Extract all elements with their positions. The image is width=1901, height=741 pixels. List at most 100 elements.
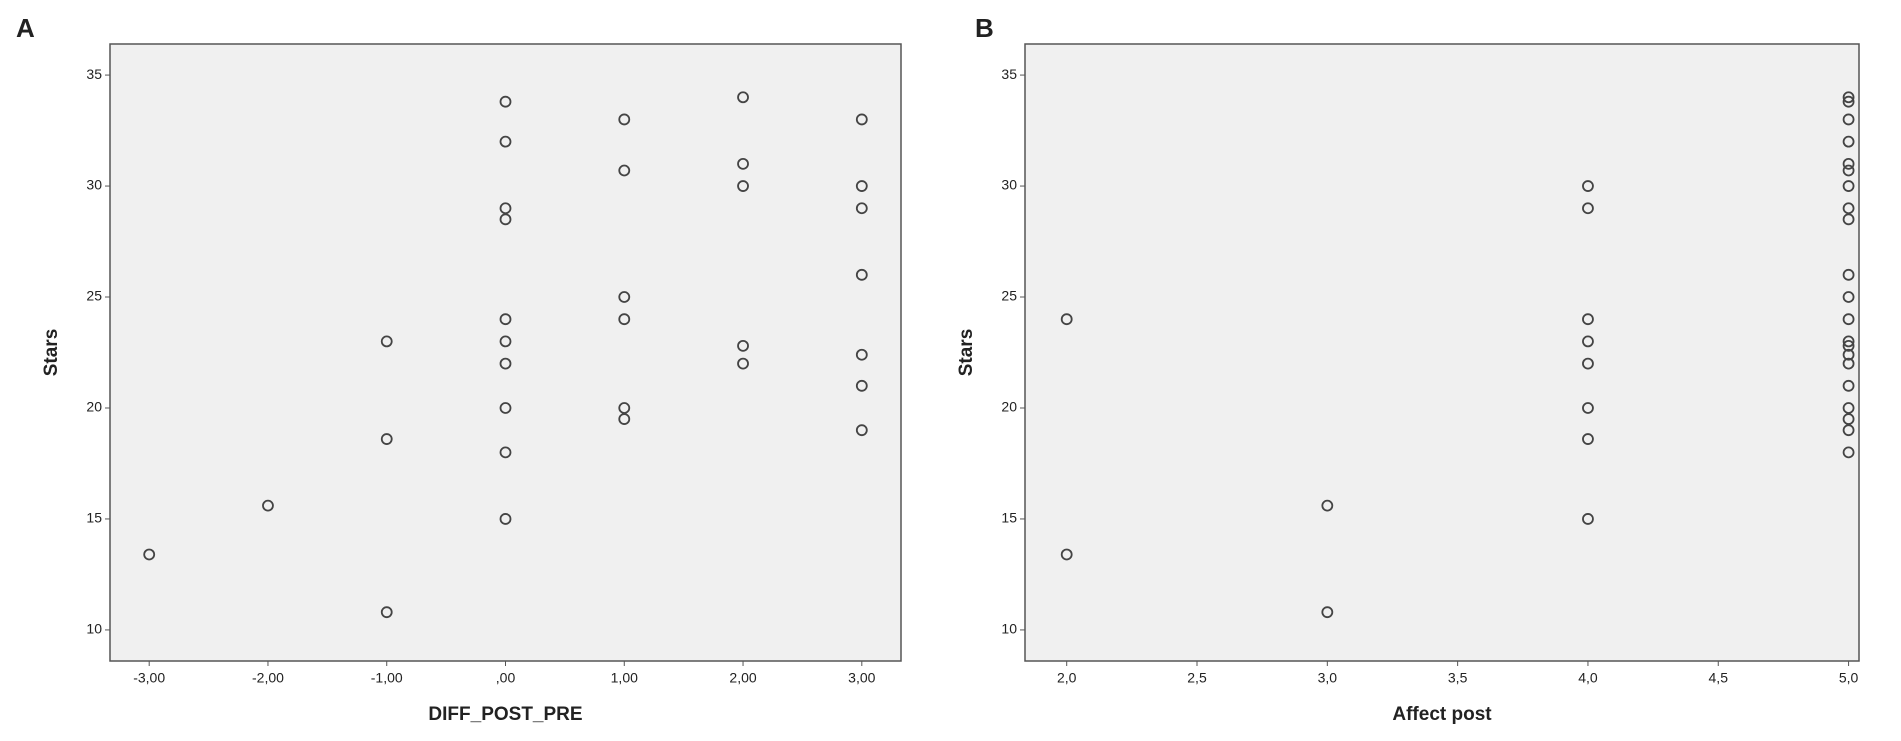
y-tick-label: 20 xyxy=(86,399,102,415)
point xyxy=(1582,180,1594,192)
point xyxy=(618,113,631,126)
point xyxy=(380,335,393,348)
point xyxy=(1582,202,1594,215)
x-tick-label: 3,00 xyxy=(848,670,875,686)
x-tick-label: -3,00 xyxy=(133,670,165,686)
point xyxy=(1321,606,1334,619)
point xyxy=(855,268,868,281)
point xyxy=(855,348,868,361)
point xyxy=(1842,213,1855,226)
point xyxy=(737,180,749,192)
point xyxy=(855,113,868,126)
point xyxy=(1842,164,1855,177)
y-tick-label: 10 xyxy=(1001,621,1017,637)
point xyxy=(1842,157,1855,170)
point xyxy=(737,339,749,352)
x-axis-title: DIFF_POST_PRE xyxy=(428,704,582,725)
point xyxy=(499,402,512,414)
point xyxy=(1842,91,1855,104)
y-tick-label: 20 xyxy=(1001,399,1017,415)
point xyxy=(1582,513,1594,525)
point xyxy=(1842,95,1855,108)
x-tick-label: 3,5 xyxy=(1448,670,1468,686)
point xyxy=(855,180,868,192)
y-tick-label: 25 xyxy=(86,288,102,304)
point xyxy=(1842,446,1855,459)
point xyxy=(1842,424,1855,437)
x-tick-label: -2,00 xyxy=(252,670,284,686)
y-tick-label: 35 xyxy=(1001,66,1017,82)
point xyxy=(1842,413,1855,425)
point xyxy=(1842,402,1855,414)
point xyxy=(1842,357,1855,370)
point xyxy=(1842,313,1855,326)
x-axis-title: Affect post xyxy=(1392,704,1492,725)
point xyxy=(737,91,749,104)
plot-area xyxy=(1024,43,1860,662)
point xyxy=(499,135,512,148)
point xyxy=(143,548,156,561)
x-tick-label: 4,0 xyxy=(1578,670,1598,686)
x-tick-label: 1,00 xyxy=(611,670,638,686)
y-tick-label: 15 xyxy=(86,510,102,526)
point xyxy=(1582,433,1594,445)
point xyxy=(1842,202,1855,215)
y-tick-label: 15 xyxy=(1001,510,1017,526)
point xyxy=(499,513,512,525)
point xyxy=(618,164,631,177)
point xyxy=(618,313,631,326)
point xyxy=(499,357,512,370)
x-tick-label: ,00 xyxy=(496,670,516,686)
x-tick-label: -1,00 xyxy=(371,670,403,686)
panel-label: B xyxy=(975,13,994,43)
point xyxy=(1842,268,1855,281)
point xyxy=(499,313,512,326)
point xyxy=(1582,335,1594,348)
point xyxy=(855,202,868,215)
point xyxy=(499,213,512,226)
point xyxy=(1582,402,1594,414)
point xyxy=(499,95,512,108)
point xyxy=(1321,499,1334,512)
point xyxy=(737,157,749,170)
point xyxy=(618,413,631,425)
panel-label: A xyxy=(16,13,35,43)
y-axis-title: Stars xyxy=(956,329,977,377)
x-tick-label: 5,0 xyxy=(1839,670,1859,686)
point xyxy=(1582,313,1594,326)
point xyxy=(380,606,393,619)
x-tick-label: 2,00 xyxy=(729,670,756,686)
point xyxy=(1842,113,1855,126)
x-tick-label: 3,0 xyxy=(1318,670,1338,686)
point xyxy=(262,499,274,512)
point xyxy=(855,379,868,392)
point xyxy=(855,424,868,437)
point xyxy=(618,291,631,303)
y-tick-label: 35 xyxy=(86,66,102,82)
point xyxy=(1582,357,1594,370)
point xyxy=(1842,180,1855,192)
point xyxy=(1842,348,1855,361)
point xyxy=(1842,135,1855,148)
x-tick-label: 4,5 xyxy=(1709,670,1729,686)
point xyxy=(1060,313,1073,326)
y-tick-label: 10 xyxy=(86,621,102,637)
x-tick-label: 2,5 xyxy=(1187,670,1207,686)
y-tick-label: 30 xyxy=(86,177,102,193)
point xyxy=(1842,335,1855,348)
point xyxy=(1060,548,1073,561)
point xyxy=(737,357,749,370)
point xyxy=(1842,291,1855,303)
point xyxy=(499,202,512,215)
point xyxy=(380,433,393,445)
point xyxy=(499,335,512,348)
point xyxy=(1842,379,1855,392)
y-tick-label: 25 xyxy=(1001,288,1017,304)
x-tick-label: 2,0 xyxy=(1057,670,1077,686)
y-axis-title: Stars xyxy=(41,329,62,377)
y-tick-label: 30 xyxy=(1001,177,1017,193)
point xyxy=(499,446,512,459)
point xyxy=(1842,339,1855,352)
point xyxy=(618,402,631,414)
